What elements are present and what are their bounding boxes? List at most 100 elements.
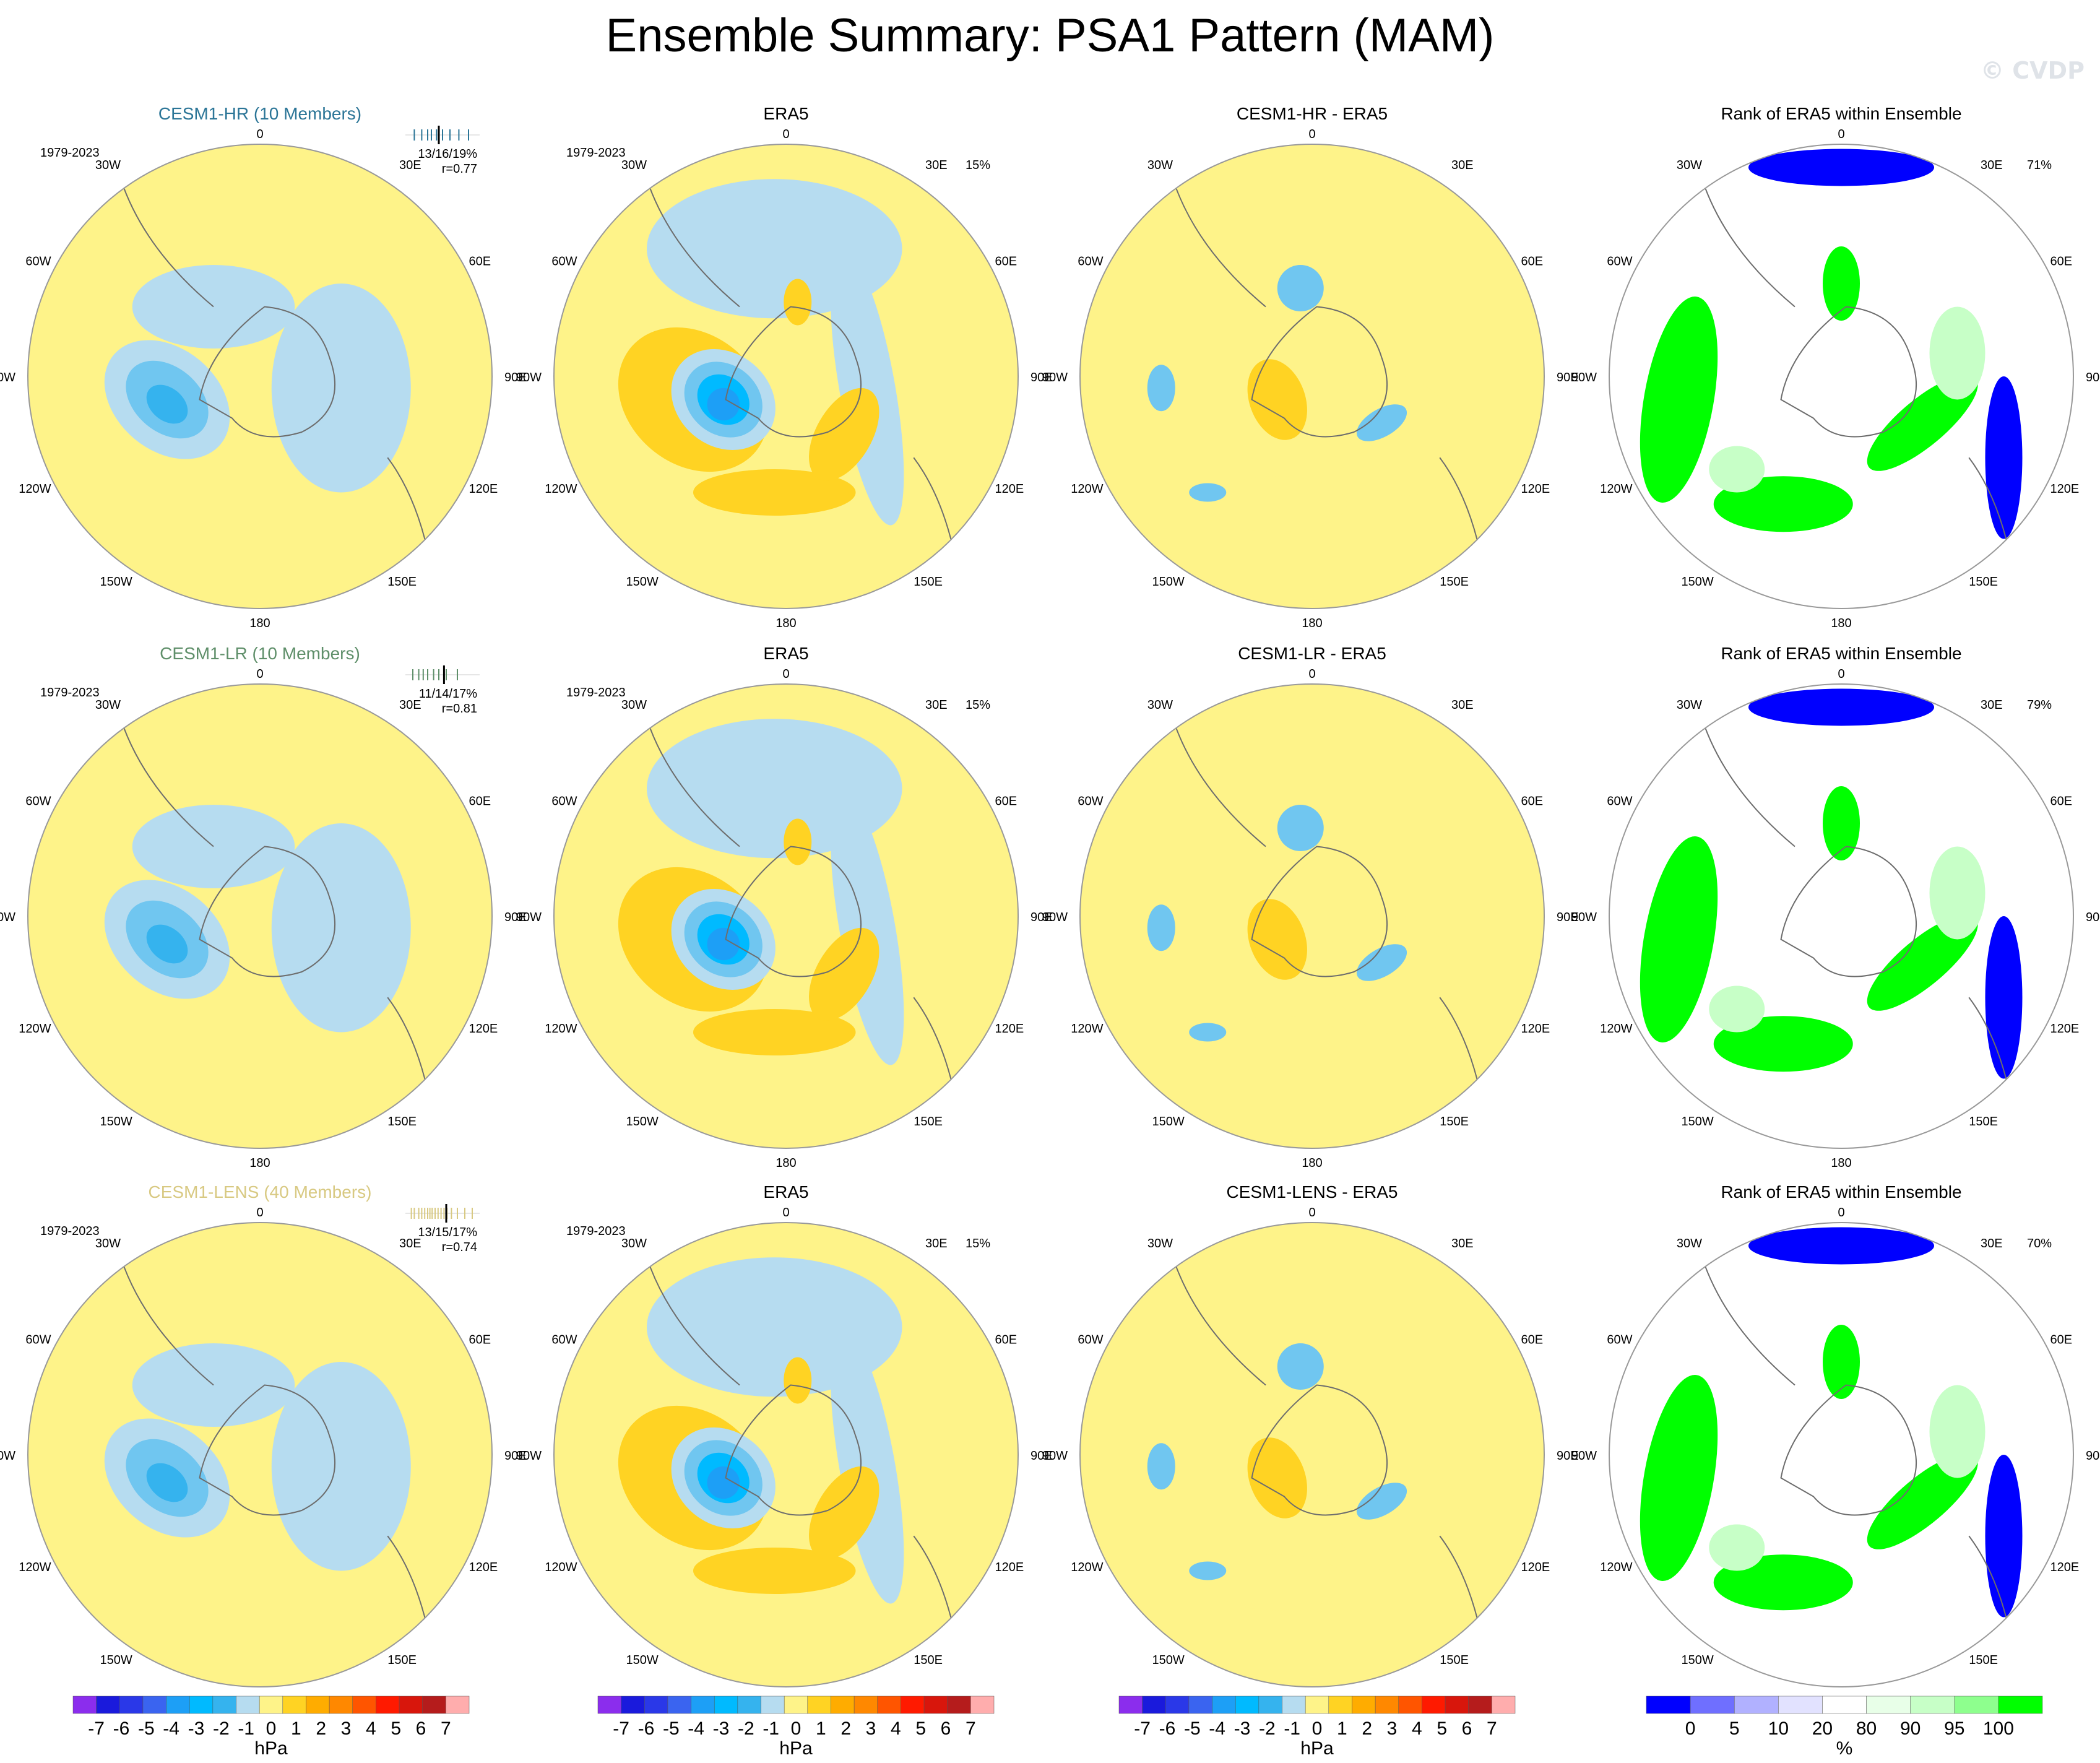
map-lens-model-label-lon_150E: 150E [387,1653,417,1667]
map-hr-diff-contour-2-3 [1189,483,1227,502]
map-hr-era5-label-lon_bottom: 180 [776,617,796,630]
map-lr-rank-south-america-coast [1701,718,1795,847]
colorbar-diff-swatch-7 [1282,1696,1306,1714]
map-lr-rank-label-lon_30E: 30E [1981,698,2003,712]
map-lens-rank-contour-0-0 [1640,1375,1718,1581]
colorbar-diff-swatch-4 [1212,1696,1236,1714]
map-lens-rank-label-lon_30E: 30E [1981,1237,2003,1250]
colorbar-diff-tick-5: -2 [1259,1718,1276,1739]
map-hr-era5-label-lon_top: 0 [782,128,789,141]
colorbar-diff-unit: hPa [1300,1738,1334,1759]
map-hr-diff-south-america-coast [1172,178,1266,308]
map-lens-model-antarctica-coast [199,1384,336,1516]
colorbar-era5-swatch-4 [691,1696,715,1714]
colorbar-model-tick-11: 4 [366,1718,376,1739]
colorbar-model-swatch-12 [352,1696,376,1714]
map-hr-rank-label-lon_bottom: 180 [1831,617,1851,630]
map-hr-rank-contour-0-3 [1823,246,1860,321]
colorbar-era5-tick-8: 1 [816,1718,826,1739]
colorbar-era5-tick-12: 5 [915,1718,926,1739]
map-lr-diff-contour-2-3 [1189,1023,1227,1042]
map-hr-diff-label-lon_150E: 150E [1440,575,1469,589]
map-hr-era5-border [553,144,1019,609]
colorbar-model-swatch-7 [236,1696,260,1714]
map-lens-rank-label-lon_top: 0 [1838,1206,1844,1219]
colorbar-rank-tick-7: 100 [1983,1718,2014,1739]
colorbar-era5-swatch-13 [901,1696,925,1714]
map-lens-era5-label-lon_120W: 120W [545,1561,577,1574]
colorbar-era5: -7 -6 -5 -4 -3 -2 -1 0 1 2 3 4 5 6 7 hPa [597,1696,995,1759]
colorbar-rank-tick-2: 10 [1768,1718,1789,1739]
map-lr-model-contour-0-1 [271,823,411,1033]
map-lens-diff-label-lon_60E: 60E [1521,1333,1544,1347]
map-lr-model-label-lon_top: 0 [256,667,263,681]
map-lens-model-label-lon_30E: 30E [399,1237,421,1250]
map-lr-diff-label-lon_30W: 30W [1147,698,1173,712]
map-hr-era5-label-lon_150E: 150E [914,575,943,589]
map-hr-diff-label-lon_30E: 30E [1451,158,1474,172]
map-lr-rank-contour-2-0 [1929,846,1985,940]
map-lr-model-label-lon_30W: 30W [95,698,121,712]
map-hr-rank-field [1640,149,2023,586]
map-lens-era5-label-lon_60W: 60W [551,1333,577,1347]
colorbar-diff-swatch-12 [1398,1696,1422,1714]
map-hr-era5-label-lon_120W: 120W [545,482,577,496]
map-lens-model-contour-3-0 [146,1463,188,1502]
map-lr-model-label-lon_bottom: 180 [249,1156,270,1170]
colorbar-model-swatch-15 [422,1696,446,1714]
map-hr-era5-label-lon_30W: 30W [621,158,647,172]
colorbar-diff-tick-1: -6 [1159,1718,1176,1739]
map-lr-model-south-america-coast [120,718,214,847]
rank-percent-hr: 71% [2027,158,2052,172]
colorbar-model-tick-13: 6 [416,1718,426,1739]
map-lr-era5-label-lon_bottom: 180 [776,1156,796,1170]
map-lens-era5-contour-0-1 [647,1257,902,1397]
map-lr-rank-label-lon_90W: 90W [1571,911,1597,924]
colorbar-model-swatch-0 [72,1696,97,1714]
map-hr-era5-contour-1-1 [693,469,856,516]
map-lens-model-label-lon_120W: 120W [19,1561,51,1574]
colorbar-era5-swatch-14 [923,1696,948,1714]
map-hr-model-label-lon_120W: 120W [19,482,51,496]
colorbar-diff-tick-3: -4 [1209,1718,1225,1739]
colorbar-diff-tick-14: 7 [1487,1718,1497,1739]
colorbar-era5-tick-4: -3 [713,1718,730,1739]
panel-hr-rank: 0 180 30W 30E 60W 60E 90W 90E 120W 120E 150W 150E [1571,128,2100,630]
map-lens-era5-south-america-coast [646,1257,740,1386]
map-lens-diff-label-lon_60W: 60W [1078,1333,1103,1347]
map-lens-diff-label-lon_150W: 150W [1152,1653,1185,1667]
map-lr-diff-field [1147,718,1487,1125]
colorbar-diff-swatch-5 [1235,1696,1260,1714]
map-lens-rank-field [1640,1227,2023,1664]
map-lens-model-label-lon_30W: 30W [95,1237,121,1250]
map-lens-rank-contour-2-1 [1709,1524,1765,1571]
colorbar-rank-tick-1: 5 [1729,1718,1740,1739]
map-lens-diff-label-lon_30W: 30W [1147,1237,1173,1250]
map-hr-rank-contour-2-0 [1929,306,1985,400]
colorbar-model-swatch-2 [119,1696,144,1714]
map-hr-diff-label-lon_120E: 120E [1521,482,1550,496]
rank-percent-lr: 79% [2027,698,2052,712]
map-lens-diff-contour-2-2 [1147,1443,1175,1490]
era5-years-lr: 1979-2023 [566,686,626,700]
model-years-lr: 1979-2023 [40,686,100,700]
map-hr-model-contour-0-1 [271,284,411,493]
map-hr-model-label-lon_90E: 90E [504,371,527,384]
map-lr-model-label-lon_90W: 90W [0,911,15,924]
map-lens-rank-label-lon_120E: 120E [2050,1561,2080,1574]
colorbar-model-swatch-5 [189,1696,214,1714]
map-lens-rank-contour-0-3 [1823,1325,1860,1399]
era5-title-hr: ERA5 [763,104,808,123]
map-lr-rank-field [1640,688,2023,1125]
map-lr-era5-contour-1-2 [809,927,879,1021]
colorbar-model-tick-5: -2 [213,1718,230,1739]
colorbar-model-tick-7: 0 [266,1718,277,1739]
colorbar-diff-swatch-11 [1375,1696,1399,1714]
colorbar-diff-swatch-13 [1422,1696,1446,1714]
rank-title-lens: Rank of ERA5 within Ensemble [1721,1182,1961,1202]
model-title-lens: CESM1-LENS (40 Members) [149,1182,372,1202]
map-lr-rank-contour-0-0 [1640,836,1718,1042]
map-lr-era5-contour-0-1 [647,719,902,859]
